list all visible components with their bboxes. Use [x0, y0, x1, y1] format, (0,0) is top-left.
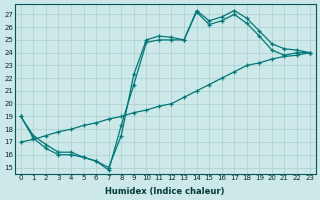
- X-axis label: Humidex (Indice chaleur): Humidex (Indice chaleur): [106, 187, 225, 196]
